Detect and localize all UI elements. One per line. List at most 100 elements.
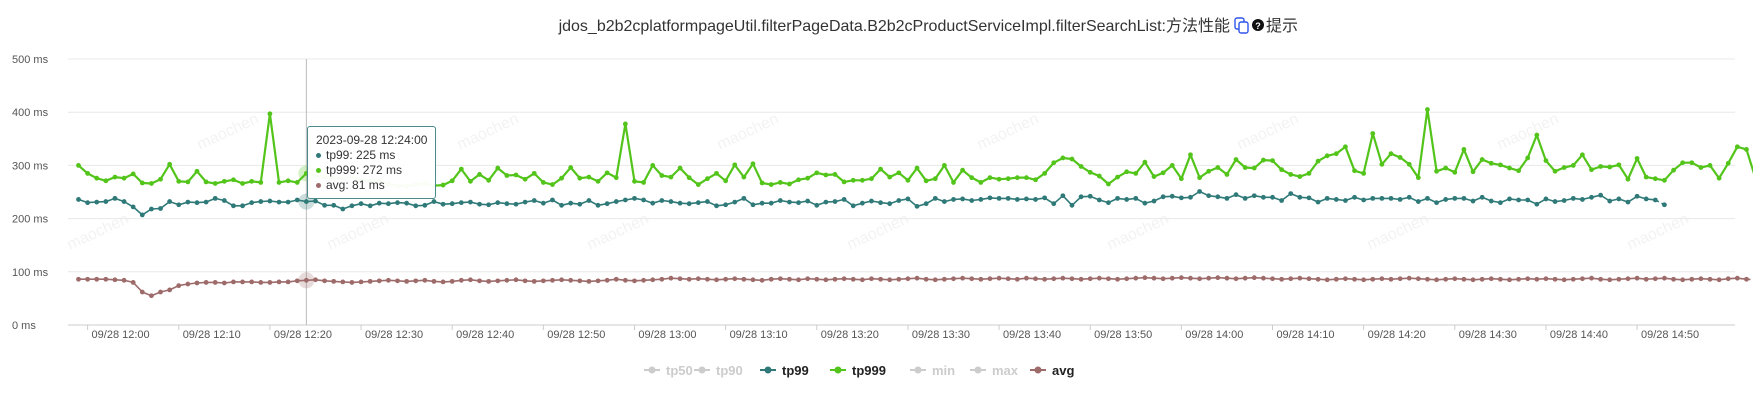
tp99-data-point bbox=[1178, 195, 1184, 201]
legend-item-avg[interactable]: avg bbox=[1030, 363, 1074, 378]
tp999-data-point bbox=[1725, 160, 1731, 166]
legend-label-min: min bbox=[932, 363, 955, 378]
tp99-data-point bbox=[1616, 196, 1622, 202]
tp999-data-point bbox=[960, 167, 966, 173]
tp999-data-point bbox=[121, 175, 127, 181]
legend-item-min[interactable]: min bbox=[910, 363, 955, 378]
y-tick-label: 500 ms bbox=[12, 54, 49, 66]
tp99-data-point bbox=[349, 203, 355, 209]
tp999-data-point bbox=[103, 178, 109, 184]
avg-data-point bbox=[1370, 276, 1376, 282]
tp99-data-point bbox=[677, 200, 683, 206]
tp99-data-point bbox=[622, 197, 628, 203]
avg-data-point bbox=[759, 277, 765, 283]
avg-data-point bbox=[194, 280, 200, 286]
avg-data-point bbox=[149, 293, 154, 299]
tp99-data-point bbox=[1525, 197, 1531, 203]
tp999-data-point bbox=[1352, 168, 1357, 174]
tp999-data-point bbox=[686, 175, 692, 181]
tp99-data-point bbox=[130, 204, 136, 210]
avg-data-point bbox=[1197, 276, 1202, 282]
help-icon[interactable]: ? bbox=[1252, 19, 1264, 31]
tp99-data-point bbox=[1069, 202, 1075, 208]
tp99-data-point bbox=[632, 195, 637, 201]
tp99-data-point bbox=[805, 198, 811, 204]
tp99-data-point bbox=[139, 212, 145, 218]
avg-data-point bbox=[1260, 275, 1266, 281]
avg-data-point bbox=[1461, 276, 1467, 282]
tp999-data-point bbox=[1051, 160, 1057, 166]
tp999-data-point bbox=[1142, 159, 1148, 165]
avg-data-point bbox=[1042, 276, 1048, 282]
x-tick-label: 09/28 14:40 bbox=[1550, 329, 1608, 341]
tp99-data-point bbox=[832, 199, 838, 204]
copy-icon[interactable] bbox=[1234, 17, 1249, 34]
tp999-data-point bbox=[1397, 155, 1403, 160]
tp999-data-point bbox=[194, 168, 200, 174]
tp99-data-point bbox=[431, 199, 437, 204]
tp999-data-point bbox=[1671, 167, 1676, 173]
tp99-data-point bbox=[404, 200, 410, 206]
x-tick-label: 09/28 14:10 bbox=[1276, 329, 1334, 341]
tooltip: 2023-09-28 12:24:00 tp99: 225 ms tp999: … bbox=[307, 126, 437, 199]
legend-item-tp999[interactable]: tp999 bbox=[830, 363, 886, 378]
avg-data-point bbox=[1060, 275, 1066, 281]
tp999-data-point bbox=[941, 163, 947, 168]
tp99-data-point bbox=[695, 200, 701, 206]
tp99-data-point bbox=[887, 201, 893, 207]
legend-marker-min bbox=[914, 366, 922, 374]
tp999-data-point bbox=[1370, 131, 1376, 136]
avg-data-point bbox=[1434, 277, 1439, 283]
tp99-data-point bbox=[1078, 194, 1084, 200]
watermark-text: maochen bbox=[1625, 210, 1692, 253]
tp99-data-point bbox=[1169, 193, 1175, 199]
avg-data-point bbox=[1224, 275, 1230, 281]
tp999-data-point bbox=[677, 165, 683, 171]
tp999-data-point bbox=[522, 176, 528, 182]
legend-label-max: max bbox=[992, 363, 1019, 378]
tp999-data-point bbox=[1680, 160, 1686, 166]
tp999-data-point bbox=[1178, 176, 1184, 182]
avg-data-point bbox=[1169, 275, 1175, 281]
avg-data-point bbox=[1716, 277, 1722, 283]
avg-data-point bbox=[1725, 276, 1731, 282]
avg-data-point bbox=[686, 276, 692, 282]
tp999-data-point bbox=[1169, 163, 1175, 168]
tp99-data-point bbox=[932, 195, 938, 201]
avg-data-point bbox=[714, 277, 719, 283]
tp99-data-point bbox=[1425, 195, 1430, 201]
tp999-data-point bbox=[1206, 168, 1212, 174]
tp99-data-point bbox=[1343, 198, 1348, 203]
tp99-data-point bbox=[1488, 198, 1494, 204]
tp99-data-point bbox=[787, 199, 792, 205]
avg-data-point bbox=[313, 277, 318, 283]
legend-item-tp99[interactable]: tp99 bbox=[760, 363, 809, 378]
tp99-data-point bbox=[121, 199, 127, 204]
tp99-data-point bbox=[1625, 199, 1631, 205]
tp99-data-point bbox=[1552, 199, 1558, 204]
x-tick-label: 09/28 12:10 bbox=[183, 329, 241, 341]
tp99-data-point bbox=[1270, 194, 1275, 200]
tp99-data-point bbox=[996, 195, 1002, 201]
avg-data-point bbox=[859, 277, 865, 283]
tp99-data-point bbox=[1507, 196, 1512, 202]
watermark-text: maochen bbox=[195, 110, 262, 153]
legend-marker-tp90 bbox=[698, 366, 706, 374]
tp99-data-point bbox=[1297, 194, 1303, 200]
avg-data-point bbox=[887, 277, 893, 283]
tp99-data-point bbox=[1406, 194, 1412, 200]
hint-label[interactable]: 提示 bbox=[1266, 17, 1298, 35]
legend-item-max[interactable]: max bbox=[970, 363, 1019, 378]
tp99-data-point bbox=[531, 198, 537, 203]
chart-title-group: jdos_b2b2cplatformpageUtil.filterPageDat… bbox=[558, 17, 1298, 35]
tp999-data-point bbox=[267, 111, 273, 117]
legend-item-tp50[interactable]: tp50 bbox=[644, 363, 693, 378]
watermark-text: maochen bbox=[65, 210, 132, 253]
tp999-data-point bbox=[76, 163, 81, 168]
tp99-data-point bbox=[322, 202, 327, 208]
avg-data-point bbox=[951, 276, 956, 282]
tp99-data-point bbox=[1215, 194, 1221, 200]
avg-data-point bbox=[540, 278, 546, 284]
avg-data-point bbox=[303, 277, 309, 283]
legend-item-tp90[interactable]: tp90 bbox=[694, 363, 743, 378]
